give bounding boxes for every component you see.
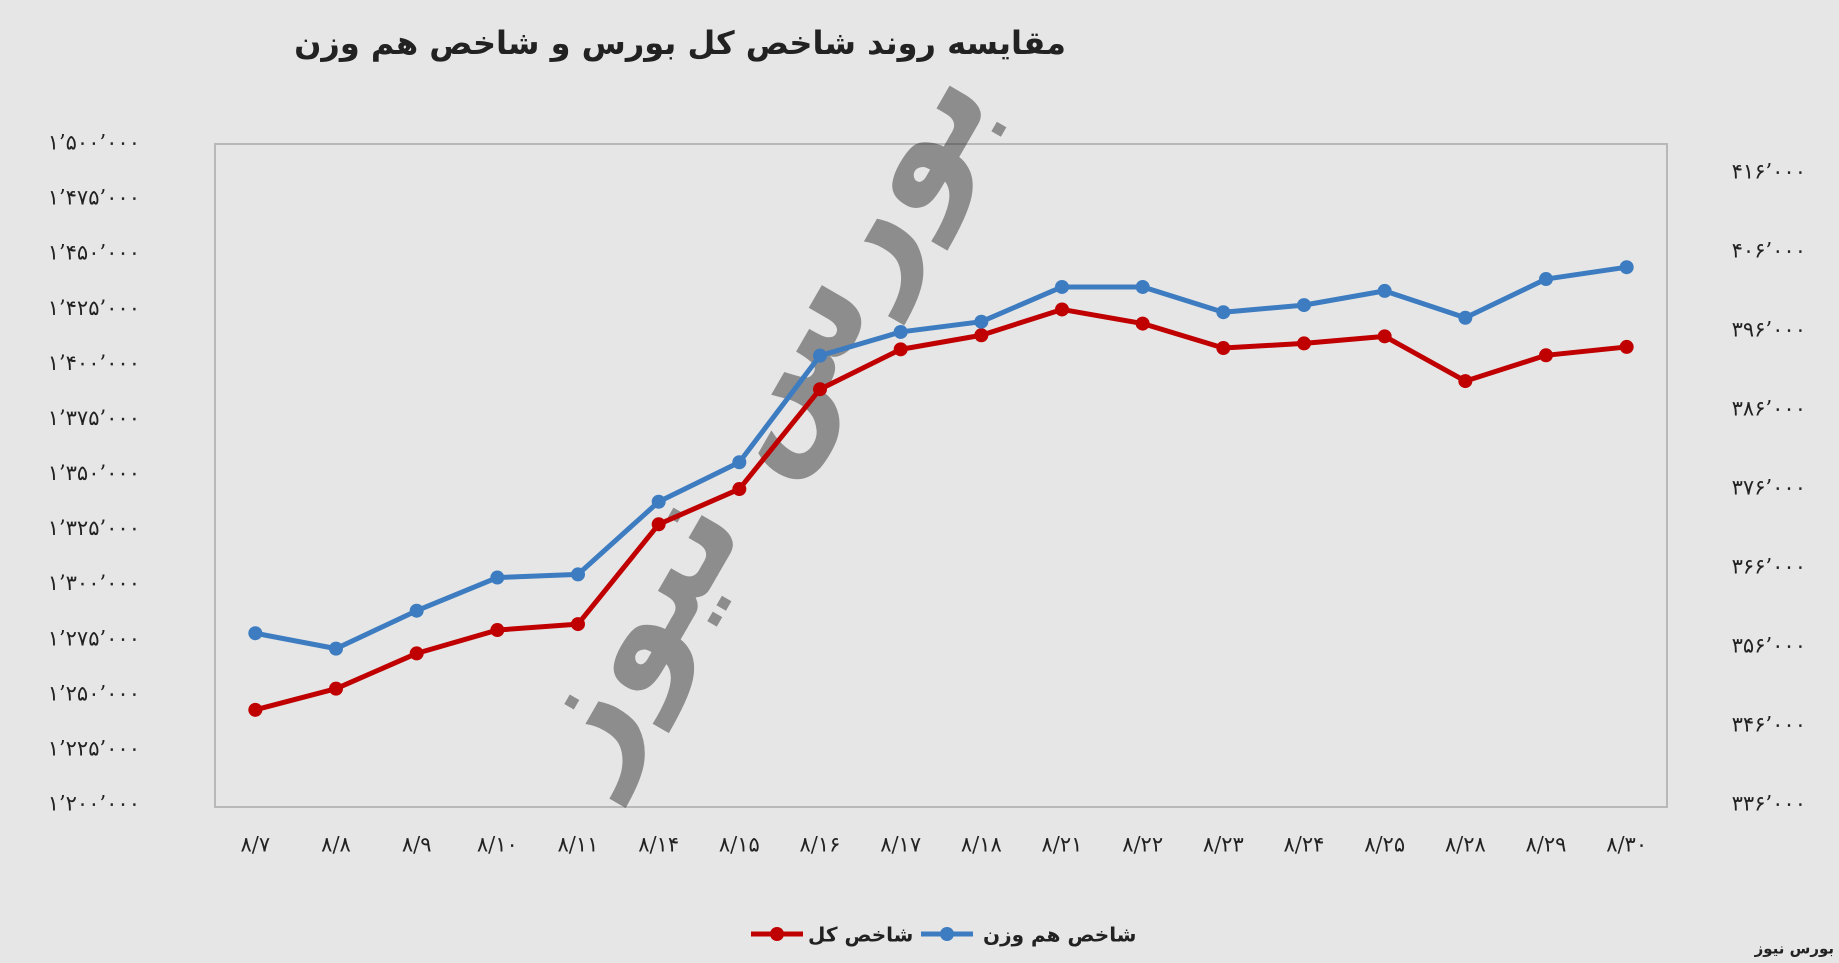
point [651,517,666,532]
x-tick-label: ۸/۲۸ [1445,833,1486,857]
point [974,328,989,343]
point [1135,279,1150,294]
legend-label: شاخص کل [808,923,913,947]
point [893,324,908,339]
series-line [254,306,1627,713]
y-tick-label: ۱’۲۵۰’۰۰۰ [48,681,140,705]
point [974,314,989,329]
y-tick-label: ۱’۳۵۰’۰۰۰ [48,461,140,485]
point [329,681,343,696]
y-tick-label: ۱’۴۰۰’۰۰۰ [48,351,140,375]
point [1458,310,1473,325]
point [1539,272,1553,287]
x-tick-label: ۸/۱۶ [800,833,841,857]
point [490,623,505,638]
point [1377,329,1392,344]
chart-title: مقایسه روند شاخص کل بورس و شاخص هم وزن [294,24,1066,62]
y-tick-label: ۱’۳۲۵’۰۰۰ [48,516,140,540]
legend-label: شاخص هم وزن [983,923,1136,947]
y2-tick-label: ۴۱۶’۰۰۰ [1732,160,1806,184]
point [409,646,424,661]
y-tick-label: ۱’۲۲۵’۰۰۰ [48,736,140,760]
y-tick-label: ۱’۴۷۵’۰۰۰ [48,186,140,210]
point [409,603,424,618]
point [1055,279,1069,294]
point [490,570,505,585]
point [329,641,343,656]
x-tick-label: ۸/۲۹ [1526,833,1567,857]
x-tick-label: ۸/۲۱ [1042,833,1083,857]
legend-swatch-marker [940,927,954,941]
point [1216,305,1231,320]
source: بورس نیوز [1754,940,1834,958]
legend-swatch-marker [770,927,784,941]
x-tick-label: ۸/۱۸ [961,833,1002,857]
y2-tick-label: ۳۳۶’۰۰۰ [1732,792,1806,816]
y2-tick-label: ۳۹۶’۰۰۰ [1732,318,1806,342]
point [1619,260,1634,275]
y-tick-label: ۱’۲۷۵’۰۰۰ [48,626,140,650]
x-tick-label: ۸/۸ [321,833,351,857]
y2-tick-label: ۳۴۶’۰۰۰ [1732,713,1806,737]
y-tick-label: ۱’۴۲۵’۰۰۰ [48,296,140,320]
x-tick-label: ۸/۷ [241,833,271,857]
plot-area [214,143,1668,808]
y-tick-label: ۱’۳۷۵’۰۰۰ [48,406,140,430]
point [1297,336,1311,351]
point [1619,339,1634,354]
y2-tick-label: ۳۷۶’۰۰۰ [1732,476,1806,500]
x-tick-label: ۸/۲۵ [1364,833,1405,857]
point [1539,348,1553,363]
x-tick-label: ۸/۱۱ [558,833,599,857]
point [1216,341,1231,356]
point [1135,316,1150,331]
point [732,482,747,497]
point [1377,283,1392,298]
point [651,494,666,509]
point [1055,302,1069,317]
y2-tick-label: ۴۰۶’۰۰۰ [1732,239,1806,263]
point [248,626,263,641]
point [732,455,747,470]
y2-tick-label: ۳۶۶’۰۰۰ [1732,555,1806,579]
y-tick-label: ۱’۲۰۰’۰۰۰ [48,792,140,816]
x-tick-label: ۸/۱۰ [477,833,518,857]
point [813,348,827,363]
point [571,567,585,582]
point [1297,298,1311,313]
y2-tick-label: ۳۸۶’۰۰۰ [1732,397,1806,421]
series-line [254,264,1628,652]
x-tick-label: ۸/۱۷ [880,833,921,857]
x-tick-label: ۸/۹ [402,833,432,857]
point [893,342,908,357]
point [571,617,585,632]
x-tick-label: ۸/۳۰ [1606,833,1647,857]
x-tick-label: ۸/۱۴ [638,833,679,857]
x-tick-label: ۸/۱۵ [719,833,760,857]
y-tick-label: ۱’۵۰۰’۰۰۰ [48,131,140,155]
y2-tick-label: ۳۵۶’۰۰۰ [1732,634,1806,658]
point [248,702,263,717]
x-tick-label: ۸/۲۴ [1284,833,1325,857]
point [813,382,827,397]
y-tick-label: ۱’۴۵۰’۰۰۰ [48,241,140,265]
x-tick-label: ۸/۲۳ [1203,833,1244,857]
point [1458,374,1473,389]
y-tick-label: ۱’۳۰۰’۰۰۰ [48,571,140,595]
x-tick-label: ۸/۲۲ [1122,833,1163,857]
